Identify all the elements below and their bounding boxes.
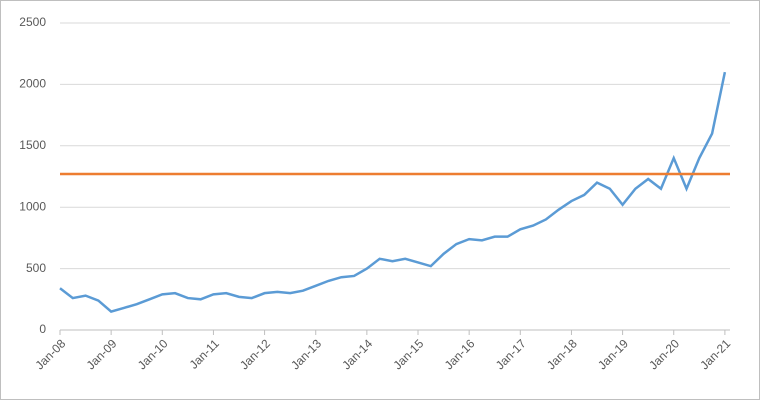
y-tick-label: 1000 [19,199,46,213]
y-tick-label: 500 [26,261,46,275]
data-line [59,71,727,313]
y-tick-label: 0 [39,322,46,336]
y-tick-label: 2500 [19,15,46,29]
y-tick-label: 1500 [19,138,46,152]
y-tick-label: 2000 [19,77,46,91]
